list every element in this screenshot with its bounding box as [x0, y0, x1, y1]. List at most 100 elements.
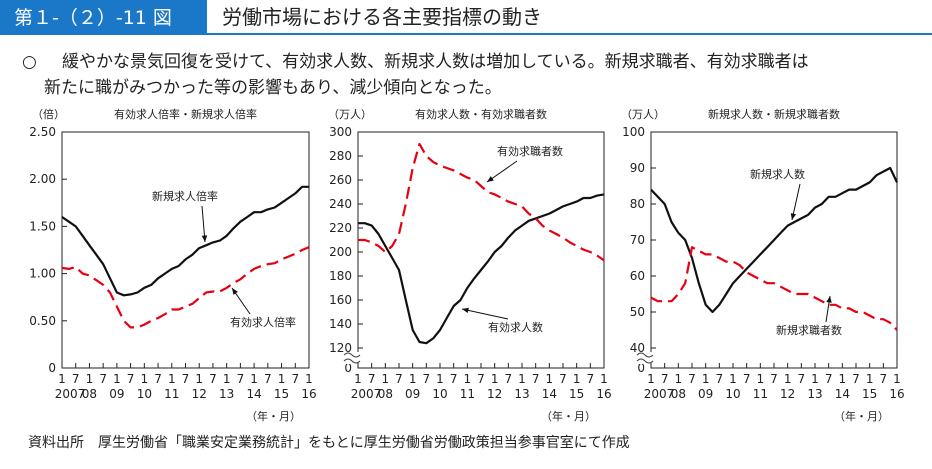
- y-tick-label: 40: [630, 341, 645, 355]
- annotation-arrow: [461, 308, 509, 320]
- chart-title: 新規求人数・新規求職者数: [708, 107, 840, 121]
- y-tick-label: 0: [637, 361, 645, 375]
- x-year-label: 08: [378, 387, 393, 401]
- x-year-label: 14: [246, 387, 261, 401]
- y-tick-label: 240: [329, 197, 352, 211]
- x-tick-label: 7: [798, 372, 806, 386]
- series-line: [650, 166, 898, 314]
- x-tick-label: 1: [409, 372, 417, 386]
- x-year-label: 15: [569, 387, 584, 401]
- x-tick-label: 1: [141, 372, 149, 386]
- figure-title: 労働市場における各主要指標の動き: [222, 5, 542, 29]
- x-tick-label: 7: [182, 372, 190, 386]
- x-year-label: 10: [432, 387, 447, 401]
- x-tick-label: 1: [866, 372, 874, 386]
- x-tick-label: 7: [688, 372, 696, 386]
- x-tick-label: 1: [839, 372, 847, 386]
- x-tick-label: 7: [264, 372, 272, 386]
- x-unit-label: （年・月）: [246, 409, 301, 423]
- x-year-label: 08: [82, 387, 97, 401]
- x-year-label: 12: [780, 387, 795, 401]
- series-annotation: 新規求人倍率: [152, 189, 218, 203]
- x-tick-label: 1: [757, 372, 765, 386]
- x-tick-label: 1: [195, 372, 203, 386]
- x-tick-label: 7: [237, 372, 245, 386]
- x-tick-label: 1: [573, 372, 581, 386]
- x-year-label: 14: [835, 387, 850, 401]
- y-unit-label: （倍）: [32, 107, 65, 121]
- x-tick-label: 1: [546, 372, 554, 386]
- x-tick-label: 1: [600, 372, 608, 386]
- x-tick-label: 7: [395, 372, 403, 386]
- x-year-label: 13: [807, 387, 822, 401]
- x-tick-label: 1: [354, 372, 362, 386]
- y-tick-label: 2.50: [29, 125, 56, 139]
- series-annotation: 新規求職者数: [776, 323, 842, 337]
- series-line: [358, 142, 605, 262]
- x-year-label: 11: [753, 387, 768, 401]
- x-year-label: 09: [109, 387, 124, 401]
- x-tick-label: 1: [675, 372, 683, 386]
- x-tick-label: 7: [154, 372, 162, 386]
- x-year-label: 2007: [351, 387, 382, 401]
- x-tick-label: 1: [168, 372, 176, 386]
- x-year-label: 12: [192, 387, 207, 401]
- annotation-arrowhead: [232, 288, 238, 295]
- y-tick-label: 1.00: [29, 267, 56, 281]
- axis-break-mark: [636, 352, 654, 358]
- series-line: [61, 246, 310, 329]
- plot-frame: [357, 131, 605, 369]
- x-tick-label: 7: [450, 372, 458, 386]
- y-tick-label: 80: [630, 197, 645, 211]
- y-tick-label: 300: [329, 125, 352, 139]
- y-tick-label: 280: [329, 149, 352, 163]
- x-tick-label: 1: [518, 372, 526, 386]
- x-tick-label: 1: [491, 372, 499, 386]
- x-tick-label: 1: [702, 372, 710, 386]
- x-tick-label: 7: [477, 372, 485, 386]
- axis-break-gap: [637, 352, 653, 364]
- x-tick-label: 1: [58, 372, 66, 386]
- series-line: [358, 193, 605, 345]
- annotation-arrowhead: [487, 176, 494, 182]
- y-tick-label: 70: [630, 233, 645, 247]
- y-tick-label: 220: [329, 221, 352, 235]
- x-tick-label: 7: [880, 372, 888, 386]
- x-tick-label: 7: [209, 372, 217, 386]
- series-line: [61, 185, 309, 297]
- y-tick-label: 0: [344, 361, 352, 375]
- annotation-arrowhead: [826, 296, 832, 303]
- y-tick-label: 260: [329, 173, 352, 187]
- x-tick-label: 7: [532, 372, 540, 386]
- x-year-label: 09: [698, 387, 713, 401]
- x-year-label: 10: [725, 387, 740, 401]
- x-tick-label: 1: [223, 372, 231, 386]
- series-annotation: 有効求人倍率: [230, 315, 296, 329]
- y-unit-label: （万人）: [328, 108, 372, 121]
- x-tick-label: 7: [505, 372, 513, 386]
- series-line: [650, 246, 898, 331]
- chart-title: 有効求人数・有効求職者数: [415, 107, 547, 121]
- x-tick-label: 1: [464, 372, 472, 386]
- x-tick-label: 7: [291, 372, 299, 386]
- x-tick-label: 7: [825, 372, 833, 386]
- x-tick-label: 7: [99, 372, 107, 386]
- x-year-label: 11: [460, 387, 475, 401]
- x-year-label: 16: [889, 387, 904, 401]
- y-tick-label: 90: [630, 161, 645, 175]
- x-year-label: 16: [596, 387, 611, 401]
- x-year-label: 15: [274, 387, 289, 401]
- x-year-label: 11: [164, 387, 179, 401]
- annotation-arrowhead: [790, 213, 797, 220]
- series-annotation: 新規求人数: [750, 167, 805, 181]
- y-tick-label: 200: [329, 245, 352, 259]
- y-tick-label: 0.50: [29, 314, 56, 328]
- x-tick-label: 7: [423, 372, 431, 386]
- annotation-arrowhead: [201, 235, 208, 242]
- x-tick-label: 7: [661, 372, 669, 386]
- x-year-label: 13: [514, 387, 529, 401]
- x-tick-label: 7: [72, 372, 80, 386]
- figure-number-box: [0, 0, 207, 33]
- x-tick-label: 1: [278, 372, 286, 386]
